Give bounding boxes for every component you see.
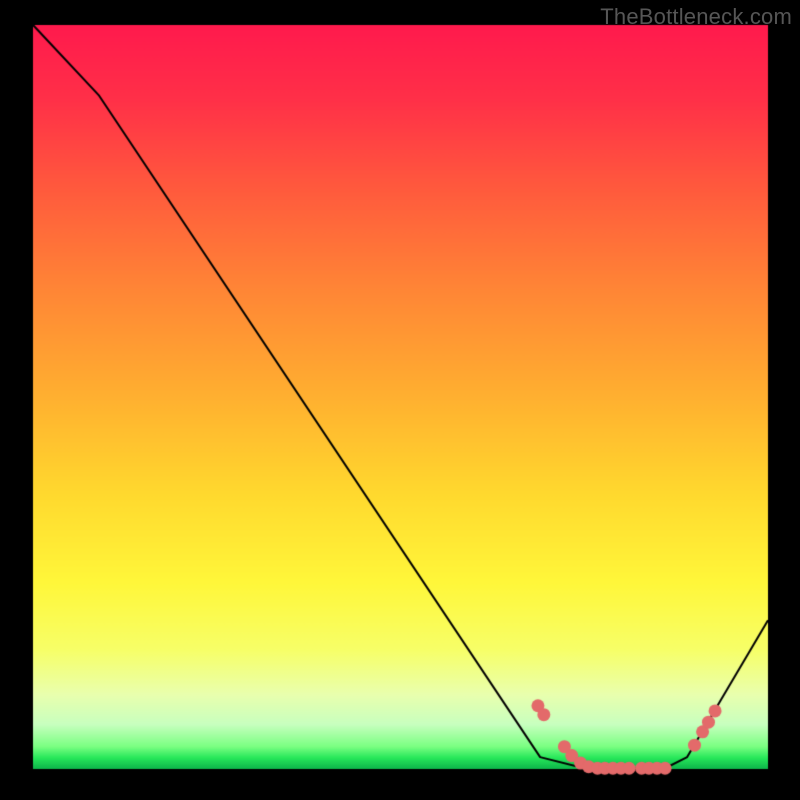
chart-stage: TheBottleneck.com: [0, 0, 800, 800]
watermark-label: TheBottleneck.com: [600, 4, 792, 30]
gradient-plot-canvas: [0, 0, 800, 800]
